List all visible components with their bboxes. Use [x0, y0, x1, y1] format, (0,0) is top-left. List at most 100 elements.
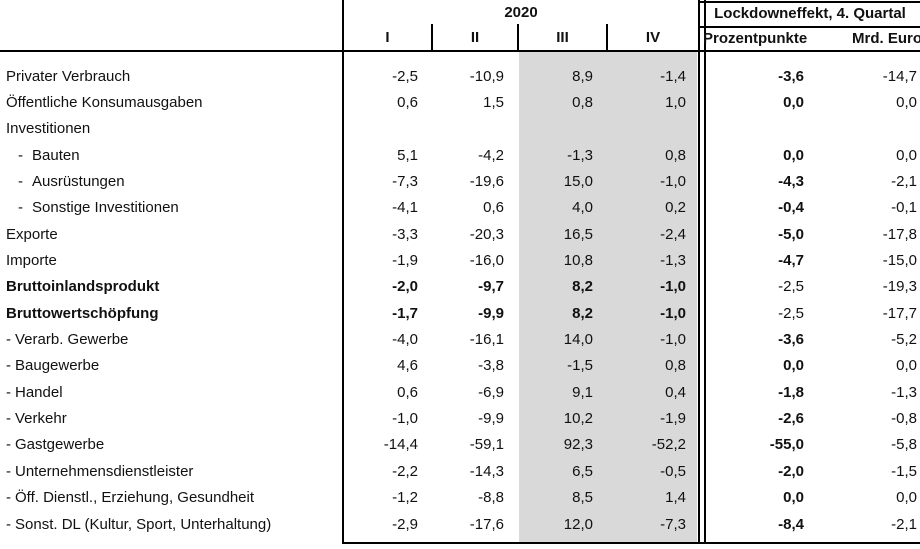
value-q2: -59,1 — [469, 436, 504, 454]
value-q4: -2,4 — [660, 225, 686, 243]
value-billion-euro: -0,1 — [891, 199, 917, 217]
value-q4: 0,8 — [665, 146, 686, 164]
table-row: - Sonstige Investitionen -4,1 0,6 4,0 0,2… — [0, 195, 920, 221]
value-q4: -1,4 — [660, 67, 686, 85]
value-q1: 0,6 — [397, 94, 418, 112]
row-dash: - — [18, 173, 23, 191]
value-percentage-points: -4,7 — [778, 252, 804, 270]
row-dash: - — [6, 515, 11, 533]
row-label: - Verkehr — [0, 410, 343, 427]
value-q1: -3,3 — [392, 225, 418, 243]
label-column-divider-line — [342, 0, 344, 544]
value-q3: 4,0 — [572, 199, 593, 217]
value-q2: -14,3 — [469, 462, 504, 480]
value-q1: -1,0 — [392, 410, 418, 428]
value-percentage-points: -55,0 — [769, 436, 804, 454]
row-label: - Ausrüstungen — [0, 173, 343, 190]
value-billion-euro: 0,0 — [896, 94, 917, 112]
row-label-text: Investitionen — [6, 120, 91, 138]
row-label: Bruttowertschöpfung — [0, 305, 343, 322]
table-row: Bruttoinlandsprodukt -2,0 -9,7 8,2 -1,0 … — [0, 274, 920, 300]
row-dash: - — [6, 489, 11, 507]
row-label-text: Gastgewerbe — [15, 436, 105, 454]
row-label-text: Bauten — [32, 146, 80, 164]
value-q2: -6,9 — [478, 383, 504, 401]
row-label: - Baugewerbe — [0, 357, 343, 374]
value-percentage-points: -5,0 — [778, 225, 804, 243]
row-dash: - — [6, 462, 11, 480]
value-q2: -16,0 — [469, 252, 504, 270]
table-row: Öffentliche Konsumausgaben 0,6 1,5 0,8 1… — [0, 89, 920, 115]
value-q4: -1,0 — [660, 304, 686, 322]
value-q4: -1,9 — [660, 410, 686, 428]
table-row: - Öff. Dienstl., Erziehung, Gesundheit -1… — [0, 485, 920, 511]
quarter-header-4: IV — [645, 29, 661, 46]
value-q4: -1,0 — [660, 278, 686, 296]
row-label-text: Importe — [6, 252, 57, 270]
table-body: Privater Verbrauch -2,5 -10,9 8,9 -1,4 -… — [0, 63, 920, 537]
value-q2: -3,8 — [478, 357, 504, 375]
table-row: - Verarb. Gewerbe -4,0 -16,1 14,0 -1,0 -3… — [0, 326, 920, 352]
row-dash: - — [18, 199, 23, 217]
value-q2: -9,9 — [478, 410, 504, 428]
value-q1: -4,0 — [392, 331, 418, 349]
value-billion-euro: -0,8 — [891, 410, 917, 428]
table-row: - Ausrüstungen -7,3 -19,6 15,0 -1,0 -4,3 … — [0, 168, 920, 194]
value-q1: -2,9 — [392, 515, 418, 533]
quarter-tick-2 — [517, 24, 519, 51]
table-row: - Gastgewerbe -14,4 -59,1 92,3 -52,2 -55,… — [0, 432, 920, 458]
value-q3: 8,9 — [572, 67, 593, 85]
quarter-tick-3 — [606, 24, 608, 51]
row-label: - Verarb. Gewerbe — [0, 331, 343, 348]
value-q1: -2,0 — [392, 278, 418, 296]
value-q2: -10,9 — [469, 67, 504, 85]
value-q4: 1,0 — [665, 94, 686, 112]
value-billion-euro: -17,7 — [882, 304, 917, 322]
row-label: Öffentliche Konsumausgaben — [0, 94, 343, 111]
value-billion-euro: -19,3 — [882, 278, 917, 296]
row-dash: - — [6, 383, 11, 401]
row-label: - Sonst. DL (Kultur, Sport, Unterhaltung) — [0, 516, 343, 533]
value-q2: -8,8 — [478, 489, 504, 507]
percentage-points-header: Prozentpunkte — [703, 30, 808, 47]
value-percentage-points: -2,6 — [778, 410, 804, 428]
row-dash: - — [6, 410, 11, 428]
value-q3: 92,3 — [563, 436, 593, 454]
value-q4: -7,3 — [660, 515, 686, 533]
value-q3: 0,8 — [572, 94, 593, 112]
value-q4: -0,5 — [660, 462, 686, 480]
value-percentage-points: 0,0 — [783, 146, 804, 164]
value-q3: 14,0 — [563, 331, 593, 349]
row-label-text: Handel — [15, 383, 63, 401]
value-percentage-points: 0,0 — [783, 94, 804, 112]
value-percentage-points: -3,6 — [778, 67, 804, 85]
table-row: - Verkehr -1,0 -9,9 10,2 -1,9 -2,6 -0,8 — [0, 405, 920, 431]
quarter-header-2: II — [470, 29, 480, 46]
value-q3: 12,0 — [563, 515, 593, 533]
billion-euro-header: Mrd. Euro — [852, 30, 920, 47]
lockdown-double-line-right — [704, 0, 706, 544]
value-billion-euro: -14,7 — [882, 67, 917, 85]
row-label-text: Bruttowertschöpfung — [6, 304, 159, 322]
value-q1: 4,6 — [397, 357, 418, 375]
value-q1: -1,9 — [392, 252, 418, 270]
value-q4: 0,4 — [665, 383, 686, 401]
row-label: Importe — [0, 252, 343, 269]
value-q2: 1,5 — [483, 94, 504, 112]
value-q1: -2,5 — [392, 67, 418, 85]
row-label-text: Privater Verbrauch — [6, 67, 131, 85]
value-billion-euro: -1,3 — [891, 383, 917, 401]
table-row: - Bauten 5,1 -4,2 -1,3 0,8 0,0 0,0 — [0, 142, 920, 168]
row-dash: - — [6, 331, 11, 349]
value-q4: -1,0 — [660, 331, 686, 349]
value-q2: -9,7 — [478, 278, 504, 296]
value-percentage-points: -0,4 — [778, 199, 804, 217]
table-row: - Baugewerbe 4,6 -3,8 -1,5 0,8 0,0 0,0 — [0, 353, 920, 379]
value-q3: 9,1 — [572, 383, 593, 401]
quarter-header-3: III — [556, 29, 569, 46]
row-label: - Handel — [0, 384, 343, 401]
row-label: Bruttoinlandsprodukt — [0, 278, 343, 295]
row-label: Investitionen — [0, 120, 343, 137]
row-label: - Gastgewerbe — [0, 436, 343, 453]
